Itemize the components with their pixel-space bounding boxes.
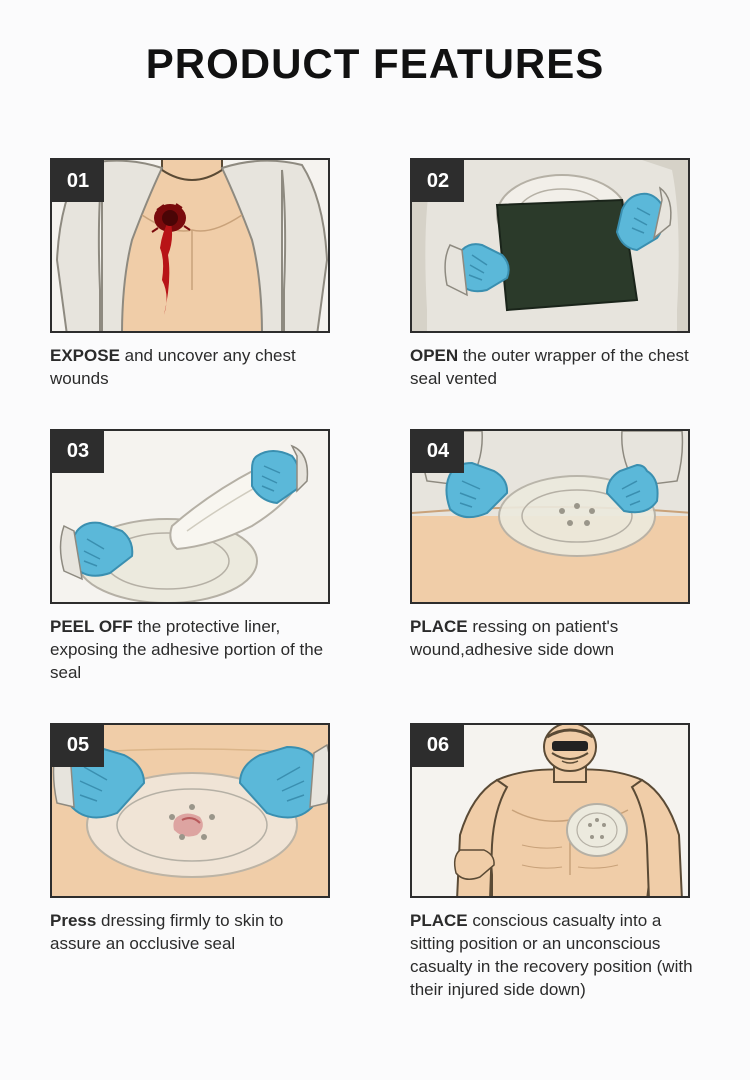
steps-grid: 01 EXPOSE and uncover any (50, 158, 700, 1001)
step-caption: EXPOSE and uncover any chest wounds (50, 345, 335, 391)
step-02: 02 OPEN (410, 158, 700, 391)
caption-bold: PEEL OFF (50, 617, 133, 636)
step-03: 03 PEEL OFF the protective (50, 429, 340, 685)
step-04: 04 (410, 429, 700, 685)
step-number: 05 (52, 725, 104, 767)
step-03-illustration: 03 (50, 429, 330, 604)
caption-bold: EXPOSE (50, 346, 120, 365)
step-01-illustration: 01 (50, 158, 330, 333)
step-caption: PEEL OFF the protective liner, exposing … (50, 616, 335, 685)
step-06-illustration: 06 (410, 723, 690, 898)
step-06: 06 (410, 723, 700, 1002)
step-number: 01 (52, 160, 104, 202)
step-caption: Press dressing firmly to skin to assure … (50, 910, 335, 956)
step-caption: OPEN the outer wrapper of the chest seal… (410, 345, 695, 391)
step-number: 04 (412, 431, 464, 473)
step-04-illustration: 04 (410, 429, 690, 604)
caption-bold: Press (50, 911, 96, 930)
step-number: 06 (412, 725, 464, 767)
step-number: 03 (52, 431, 104, 473)
step-01: 01 EXPOSE and uncover any (50, 158, 340, 391)
step-05-illustration: 05 (50, 723, 330, 898)
page-title: PRODUCT FEATURES (50, 40, 700, 88)
step-caption: PLACE conscious casualty into a sitting … (410, 910, 695, 1002)
caption-bold: PLACE (410, 911, 468, 930)
step-05: 05 (50, 723, 340, 1002)
step-caption: PLACE ressing on patient's wound,adhesiv… (410, 616, 695, 662)
step-02-illustration: 02 (410, 158, 690, 333)
step-number: 02 (412, 160, 464, 202)
caption-bold: OPEN (410, 346, 458, 365)
caption-bold: PLACE (410, 617, 468, 636)
